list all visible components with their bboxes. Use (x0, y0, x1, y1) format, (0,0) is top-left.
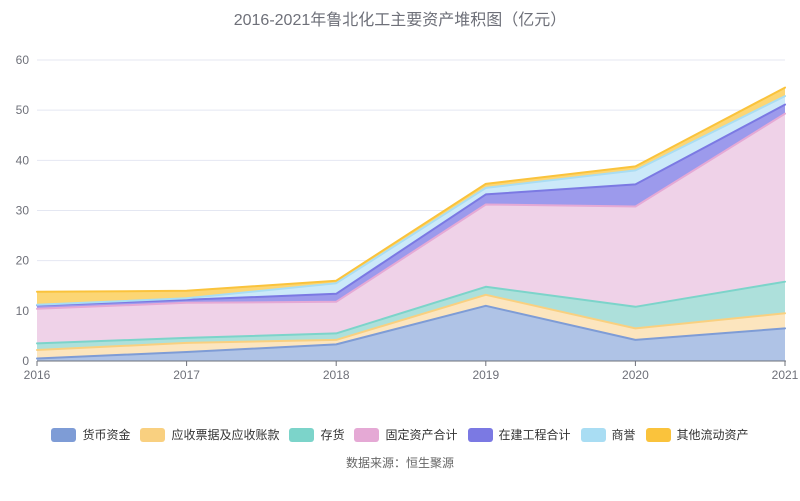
legend-swatch-icon (354, 428, 380, 442)
y-tick-label-60: 60 (16, 53, 30, 67)
y-tick-label-30: 30 (16, 204, 30, 218)
legend-swatch-icon (51, 428, 77, 442)
area-series-2 (37, 281, 785, 350)
line-series-0 (36, 304, 786, 360)
area-series-3 (37, 113, 785, 344)
area-series-0 (37, 305, 785, 361)
line-series-5 (36, 95, 786, 306)
legend-label: 在建工程合计 (498, 428, 571, 442)
legend-swatch-icon (289, 428, 315, 442)
x-tick-label-2017: 2017 (173, 368, 200, 382)
legend-item-0[interactable]: 货币资金 (51, 428, 130, 442)
line-series-1 (36, 293, 786, 351)
chart-legend: 货币资金 应收票据及应收账款 存货 固定资产合计 在建工程合计 商誉 其他流动资产 (0, 428, 800, 442)
line-series-2 (36, 280, 786, 345)
legend-label: 商誉 (611, 428, 636, 442)
legend-swatch-icon (645, 428, 671, 442)
page-title: 2016-2021年鲁北化工主要资产堆积图（亿元） (233, 12, 567, 29)
line-series-4 (36, 103, 786, 307)
legend-swatch-icon (580, 428, 606, 442)
data-source-note: 数据来源：恒生聚源 (345, 456, 454, 470)
legend-item-4[interactable]: 在建工程合计 (467, 428, 571, 442)
line-series-6 (36, 86, 786, 293)
legend-item-2[interactable]: 存货 (289, 428, 344, 442)
legend-swatch-icon (467, 428, 493, 442)
x-tick-label-2020: 2020 (622, 368, 649, 382)
legend-label: 固定资产合计 (385, 428, 458, 442)
legend-item-1[interactable]: 应收票据及应收账款 (140, 428, 279, 442)
y-tick-label-40: 40 (16, 153, 30, 167)
legend-item-6[interactable]: 其他流动资产 (645, 428, 749, 442)
legend-label: 存货 (320, 428, 345, 442)
legend-swatch-icon (140, 428, 166, 442)
legend-item-5[interactable]: 商誉 (580, 428, 636, 442)
x-tick-label-2021: 2021 (772, 368, 799, 382)
y-tick-label-50: 50 (16, 103, 30, 117)
y-tick-label-0: 0 (22, 354, 29, 368)
x-tick-label-2016: 2016 (24, 368, 51, 382)
y-tick-label-20: 20 (16, 254, 30, 268)
legend-label: 其他流动资产 (676, 428, 749, 442)
line-series-3 (36, 112, 786, 310)
x-tick-label-2018: 2018 (323, 368, 350, 382)
legend-label: 货币资金 (82, 428, 131, 442)
legend-item-3[interactable]: 固定资产合计 (354, 428, 458, 442)
y-tick-label-10: 10 (16, 304, 30, 318)
x-tick-label-2019: 2019 (472, 368, 499, 382)
legend-label: 应收票据及应收账款 (171, 428, 280, 442)
